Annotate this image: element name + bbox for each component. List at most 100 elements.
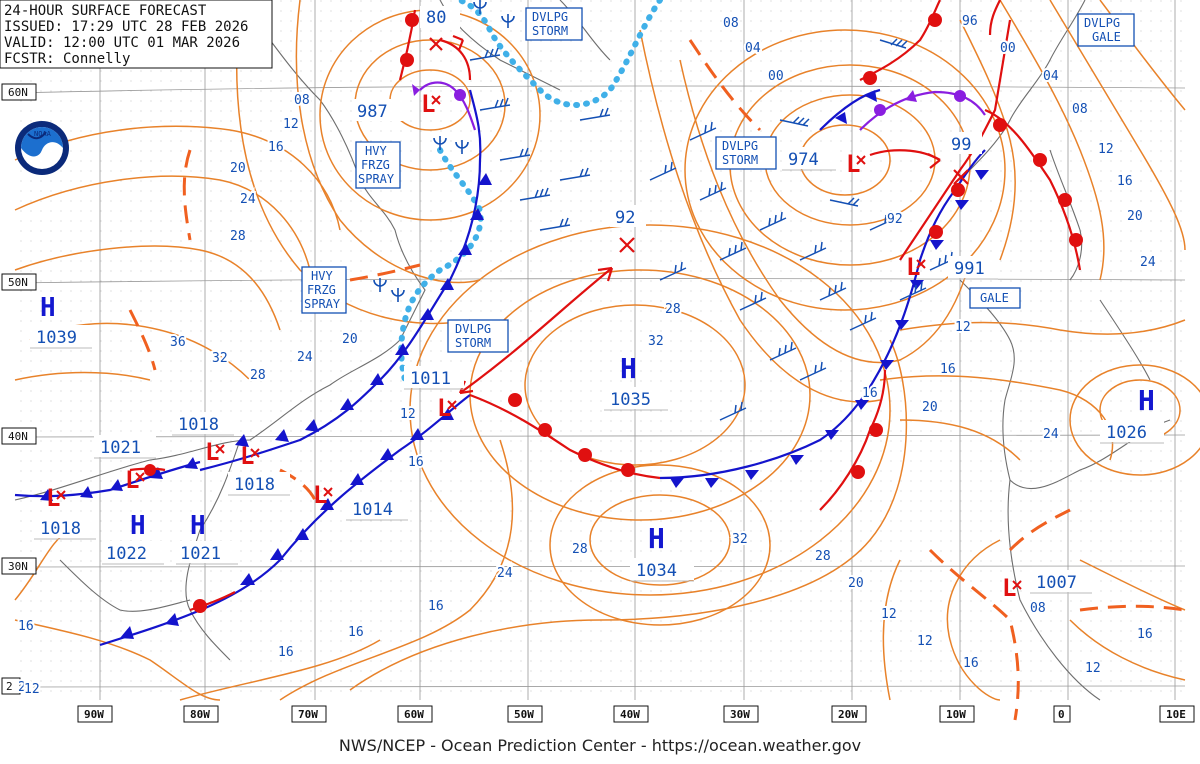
warning-line: FRZG [307, 283, 336, 297]
isobar-label: 16 [18, 619, 34, 634]
low-center: 80 [420, 6, 460, 28]
coastlines [14, 0, 1171, 701]
low-pressure-value: 987 [357, 102, 388, 122]
low-center: L 1021 [94, 435, 156, 494]
isobar-label: 12 [917, 634, 933, 649]
lon-80w: 80W [190, 708, 210, 721]
low-pressure-value: 1018 [40, 519, 81, 539]
low-center: L 974 [782, 147, 866, 178]
warning-dvlpg-storm: DVLPG STORM [715, 136, 777, 170]
warning-line: DVLPG [455, 322, 491, 336]
warning-line: HVY [311, 269, 333, 283]
isobar-label: 16 [963, 656, 979, 671]
svg-text:H: H [190, 511, 206, 541]
low-pressure-value: 1007 [1036, 573, 1077, 593]
isobar-label: 16 [408, 455, 424, 470]
isobar-label: 04 [1043, 69, 1059, 84]
isobar-label: 24 [240, 192, 256, 207]
isobar-label: 92 [887, 212, 903, 227]
high-center: H 1039 [30, 293, 92, 349]
lon-0: 0 [1058, 708, 1065, 721]
high-center: H 1026 [1100, 384, 1164, 444]
high-center: H 1034 [630, 522, 694, 582]
warning-boxes: DVLPG STORM HVY FRZG SPRAY HVY FRZG SPRA… [301, 7, 1135, 353]
isobar-label: 2 [18, 680, 26, 695]
isobar-label: 28 [230, 229, 246, 244]
lon-labels: 90W 80W 70W 60W 50W 40W 30W 20W 10W 0 10… [77, 705, 1195, 723]
isobar-label: 12 [24, 682, 40, 697]
header-valid: VALID: 12:00 UTC 01 MAR 2026 [4, 35, 240, 51]
lon-50w: 50W [514, 708, 534, 721]
isobar-label: 28 [815, 549, 831, 564]
isobar-label: 28 [250, 368, 266, 383]
lon-40w: 40W [620, 708, 640, 721]
header-forecaster: FCSTR: Connelly [4, 51, 130, 67]
ice-edge [398, 0, 663, 383]
isobar-label: 08 [723, 16, 739, 31]
isobar-label: 04 [745, 41, 761, 56]
isobar-label: 36 [170, 335, 186, 350]
isobar-label: 20 [848, 576, 864, 591]
warm-front-bumps [144, 13, 1083, 613]
svg-text:L: L [906, 253, 920, 281]
lat-40n: 40N [8, 430, 28, 443]
low-center: 92 [610, 205, 646, 228]
svg-text:H: H [40, 293, 56, 323]
warning-line: DVLPG [722, 139, 758, 153]
lon-10w: 10W [946, 708, 966, 721]
lat-20n: 2 [6, 680, 13, 693]
low-center: L 1018 [34, 484, 96, 540]
low-center: L L 1018 [172, 412, 260, 470]
low-center: L 987 [353, 90, 441, 122]
high-center: H 1022 [102, 511, 164, 565]
isobar-label: 00 [768, 69, 784, 84]
warning-gale: GALE [969, 287, 1021, 309]
svg-text:L: L [125, 466, 139, 494]
low-pressure-value: 1021 [100, 438, 141, 458]
high-pressure-value: 1022 [106, 544, 147, 564]
svg-text:H: H [130, 511, 146, 541]
isobar-label: 16 [1137, 627, 1153, 642]
lat-30n: 30N [8, 560, 28, 573]
isobar-label: 12 [955, 320, 971, 335]
isobar-label: 12 [881, 607, 897, 622]
isobar-label: 20 [342, 332, 358, 347]
graticule [14, 0, 1186, 700]
high-center: H 1021 [176, 511, 238, 565]
high-pressure-value: 1021 [180, 544, 221, 564]
svg-text:L: L [46, 484, 60, 512]
future-positions [429, 37, 969, 253]
noaa-logo: NOAA [15, 121, 69, 175]
wind-barbs [469, 38, 957, 421]
isobar-label: 00 [1000, 41, 1016, 56]
isobar-label: 32 [212, 351, 228, 366]
warning-line: DVLPG [1084, 16, 1120, 30]
warning-line: STORM [532, 24, 568, 38]
isobar-label: 08 [294, 93, 310, 108]
lon-30w: 30W [730, 708, 750, 721]
svg-text:L: L [437, 394, 451, 422]
high-pressure-value: 1035 [610, 390, 651, 410]
high-pressure-value: 1034 [636, 561, 677, 581]
isobar-label: 28 [665, 302, 681, 317]
low-pressure-value: 1014 [352, 500, 393, 520]
isobar-label: 16 [428, 599, 444, 614]
warning-line: SPRAY [358, 172, 395, 186]
lat-50n: 50N [8, 276, 28, 289]
warning-line: STORM [722, 153, 758, 167]
svg-text:H: H [1138, 384, 1155, 417]
warning-line: STORM [455, 336, 491, 350]
svg-text:L: L [205, 438, 219, 466]
high-centers: H 1039 H 1035 H 1034 H 1026 H 1022 [30, 293, 1164, 582]
isobar-label: 12 [283, 117, 299, 132]
warning-line: GALE [1092, 30, 1121, 44]
isobar-label: 24 [1043, 427, 1059, 442]
isobar-label: 96 [962, 14, 978, 29]
lon-90w: 90W [84, 708, 104, 721]
low-centers: 80 L 987 L 974 99 L 991 92 [34, 6, 1092, 602]
warning-dvlpg-storm: DVLPG STORM [525, 7, 583, 41]
cold-front-teeth [40, 90, 989, 639]
low-center: L 1014 [313, 481, 408, 521]
isobar-label: 20 [922, 400, 938, 415]
isobar-label: 12 [1098, 142, 1114, 157]
